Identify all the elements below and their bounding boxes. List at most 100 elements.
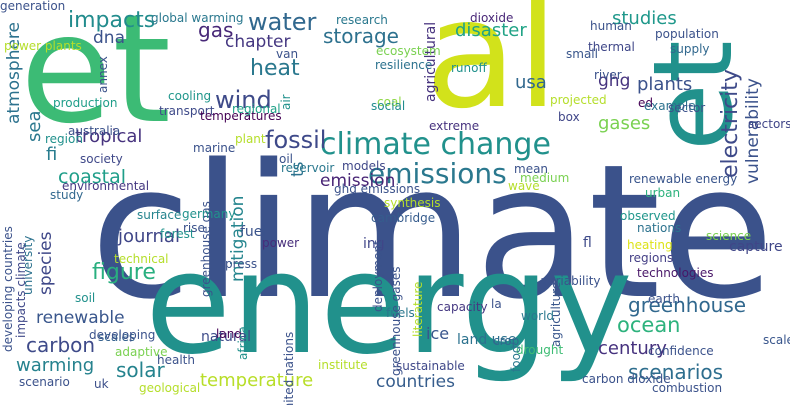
word-la: la (491, 297, 502, 311)
word-greenhouse: greenhouse (628, 293, 747, 317)
word-sea: sea (24, 110, 45, 142)
word-uk: uk (94, 377, 109, 391)
word-dna: dna (93, 28, 125, 48)
word-electricity: electricity (718, 69, 743, 179)
word-production: production (53, 96, 118, 110)
word-rise: rise (183, 221, 205, 235)
word-species: species (36, 231, 56, 296)
word-germany: germany (182, 207, 236, 221)
word-climate-change: climate change (320, 127, 551, 162)
word-chapter: chapter (225, 32, 291, 52)
word-ice: ice (426, 324, 450, 343)
word-al: al (425, 0, 559, 142)
word-science: science (706, 229, 752, 243)
word-atmosphere: atmosphere (4, 21, 24, 124)
word-urban: urban (645, 186, 681, 200)
word-usa: usa (515, 72, 547, 93)
word-fuels: fuels (386, 306, 415, 320)
word-century: century (598, 338, 667, 359)
word-carbon-dioxide: carbon dioxide (582, 372, 671, 386)
word-projected: projected (550, 93, 607, 107)
word-deployment: deployment (371, 240, 385, 312)
word-nations: nations (637, 221, 682, 235)
word-impacts: impacts (68, 8, 156, 33)
word-coastal: coastal (58, 166, 126, 188)
word-literature: literature (411, 281, 425, 337)
word-capacity: capacity (437, 300, 488, 314)
word-ed: ed (638, 96, 653, 110)
word-cooling: cooling (168, 89, 212, 103)
word-scenario: scenario (19, 375, 70, 389)
word-fl: fl (583, 235, 592, 251)
word-wind: wind (215, 86, 272, 114)
word-adaptive: adaptive (115, 345, 168, 359)
word-reservoir: reservoir (281, 161, 335, 175)
word-world: world (521, 309, 555, 323)
word-box: box (558, 110, 580, 124)
word-power: power (262, 236, 300, 250)
word-greenhouse-gases: greenhouse gases (389, 266, 403, 376)
word-ghg: ghg (598, 71, 631, 91)
word-river: river (594, 68, 622, 82)
word-heating: heating (627, 238, 673, 252)
word-annex: annex (96, 56, 110, 93)
word-cambridge: cambridge (371, 211, 436, 225)
word-land-use: land use (457, 332, 517, 348)
word-technologies: technologies (637, 266, 714, 280)
word-climate: climate (90, 124, 775, 340)
word-united-nations: united nations (282, 332, 296, 405)
word-geological: geological (139, 381, 201, 395)
word-et: et (20, 0, 172, 157)
word-sectors: sectors (748, 117, 790, 131)
word-forest: forest (160, 227, 195, 241)
word-studies: studies (612, 8, 677, 29)
word-gas: gas (198, 18, 234, 42)
word-journal: journal (118, 226, 180, 247)
word-environmental: environmental (62, 179, 150, 193)
word-scale: scale (763, 333, 790, 347)
word-fossil: fossil (265, 126, 327, 154)
word-storage: storage (323, 24, 399, 48)
word-natural: natural (201, 329, 252, 345)
word-van: van (276, 47, 299, 61)
word-ing: ing (363, 236, 385, 252)
word-surface: surface (137, 208, 182, 222)
word-renewable: renewable (36, 308, 125, 328)
word-crop: crop (493, 334, 520, 348)
word-gases: gases (598, 113, 651, 134)
word-region: region (45, 132, 83, 146)
word-capture: capture (729, 239, 783, 255)
word-sustainable: sustainable (396, 359, 465, 373)
word-temperatures: temperatures (200, 109, 282, 123)
word-fi: fi (46, 144, 58, 165)
word-regional: regional (232, 102, 281, 116)
word-confidence: confidence (648, 344, 714, 358)
word-synthesis: synthesis (384, 196, 441, 210)
word-fuel: fuel (240, 224, 267, 240)
word-energy: energy (145, 223, 633, 386)
word-carbon: carbon (26, 333, 96, 357)
word-example: example (644, 99, 696, 113)
word-society: society (80, 152, 123, 166)
word-scales: scales (98, 330, 136, 344)
word-soil: soil (75, 291, 96, 305)
word-countries: countries (376, 372, 455, 392)
word-emissions: emissions (368, 157, 507, 190)
word-social: social (371, 99, 406, 113)
word-ecosystem: ecosystem (376, 44, 441, 58)
word-marine: marine (193, 141, 236, 155)
word-solar: solar (116, 358, 165, 382)
word-oil: oil (279, 152, 294, 166)
word-dioxide: dioxide (470, 11, 514, 25)
word-power-plants: power plants (4, 39, 82, 53)
word-wave: wave (508, 179, 540, 193)
word-disaster: disaster (455, 20, 527, 41)
word-renewable-energy: renewable energy (629, 172, 738, 186)
word-drought: drought (516, 343, 564, 357)
word-coal: coal (377, 95, 402, 109)
word-study: study (50, 188, 84, 202)
word-mean: mean (514, 162, 549, 176)
word-small: small (566, 47, 598, 61)
word-australia: australia (68, 124, 121, 138)
